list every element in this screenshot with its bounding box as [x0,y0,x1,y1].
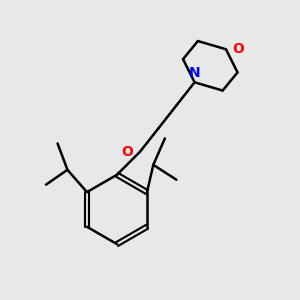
Text: O: O [232,42,244,56]
Text: O: O [121,145,133,159]
Text: N: N [189,66,200,80]
